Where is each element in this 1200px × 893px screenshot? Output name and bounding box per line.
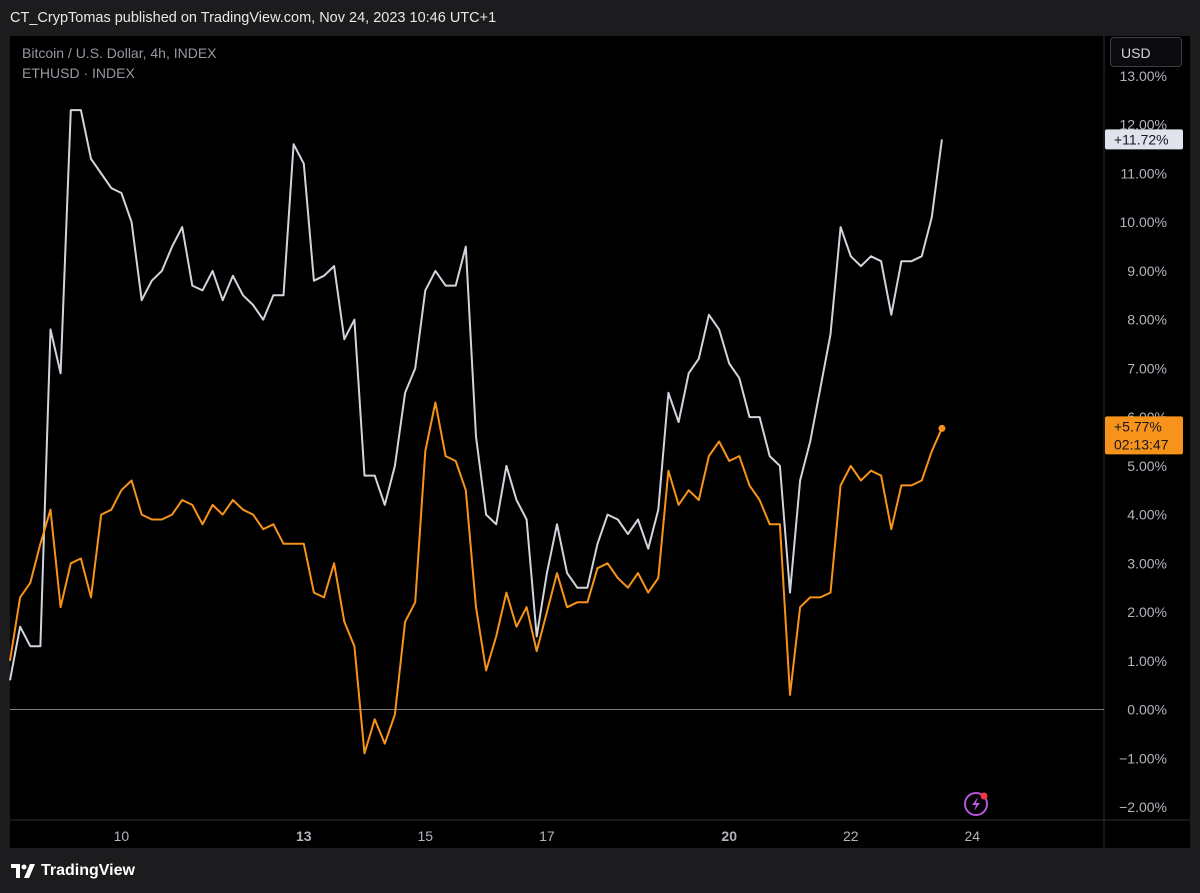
currency-button[interactable]: USD xyxy=(1110,37,1182,67)
btc-last-value-badge xyxy=(1105,129,1183,150)
chart-legend: Bitcoin / U.S. Dollar, 4h, INDEX ETHUSD … xyxy=(22,43,217,83)
y-tick-label: 5.00% xyxy=(1127,458,1167,474)
y-tick-label: 8.00% xyxy=(1127,312,1167,328)
series-lines xyxy=(9,109,946,755)
y-tick-label: 7.00% xyxy=(1127,360,1167,376)
y-tick-label: 12.00% xyxy=(1120,117,1167,133)
last-value-text: +5.77% xyxy=(1114,418,1162,434)
last-value-badges: +11.72% +5.77% 02:13:47 xyxy=(1105,129,1183,455)
x-tick-label: 17 xyxy=(539,828,555,844)
tradingview-logo-icon xyxy=(11,864,35,878)
y-tick-label: 0.00% xyxy=(1127,702,1167,718)
legend-eth: ETHUSD · INDEX xyxy=(22,65,135,81)
eth-last-point xyxy=(938,424,946,432)
tradingview-logo[interactable]: TradingView xyxy=(11,862,135,880)
x-tick-label: 10 xyxy=(114,828,130,844)
y-tick-label: −1.00% xyxy=(1119,750,1167,766)
bar-countdown-text: 02:13:47 xyxy=(1114,436,1169,452)
y-tick-label: 4.00% xyxy=(1127,507,1167,523)
brand-name: TradingView xyxy=(41,862,135,879)
footer: TradingView xyxy=(0,848,1200,893)
publish-header: CT_CrypTomas published on TradingView.co… xyxy=(0,0,1200,36)
publish-info: CT_CrypTomas published on TradingView.co… xyxy=(10,10,497,26)
y-tick-label: 1.00% xyxy=(1127,653,1167,669)
eth-series-line xyxy=(9,401,943,755)
legend-btc: Bitcoin / U.S. Dollar, 4h, INDEX xyxy=(22,45,217,61)
x-tick-label: 24 xyxy=(965,828,981,844)
eth-last-value-badge xyxy=(1105,416,1183,455)
y-tick-label: 3.00% xyxy=(1127,555,1167,571)
btc-series-line xyxy=(9,109,943,681)
last-value-text: +11.72% xyxy=(1114,131,1169,147)
y-axis-labels: 13.00%12.00%11.00%10.00%9.00%8.00%7.00%6… xyxy=(1119,68,1167,815)
chart-frame[interactable] xyxy=(10,36,1190,848)
x-tick-label: 15 xyxy=(418,828,434,844)
y-tick-label: 9.00% xyxy=(1127,263,1167,279)
y-tick-label: 11.00% xyxy=(1121,165,1167,181)
x-tick-label: 13 xyxy=(296,828,312,844)
x-tick-label: 22 xyxy=(843,828,859,844)
y-tick-label: 13.00% xyxy=(1120,68,1167,84)
x-tick-label: 20 xyxy=(721,828,737,844)
y-tick-label: 10.00% xyxy=(1120,214,1167,230)
lightning-bolt-icon xyxy=(964,792,988,816)
x-axis-labels: 10 13 15 17 20 22 24 xyxy=(114,828,981,844)
y-tick-label: −2.00% xyxy=(1119,799,1167,815)
y-tick-label: 2.00% xyxy=(1127,604,1167,620)
